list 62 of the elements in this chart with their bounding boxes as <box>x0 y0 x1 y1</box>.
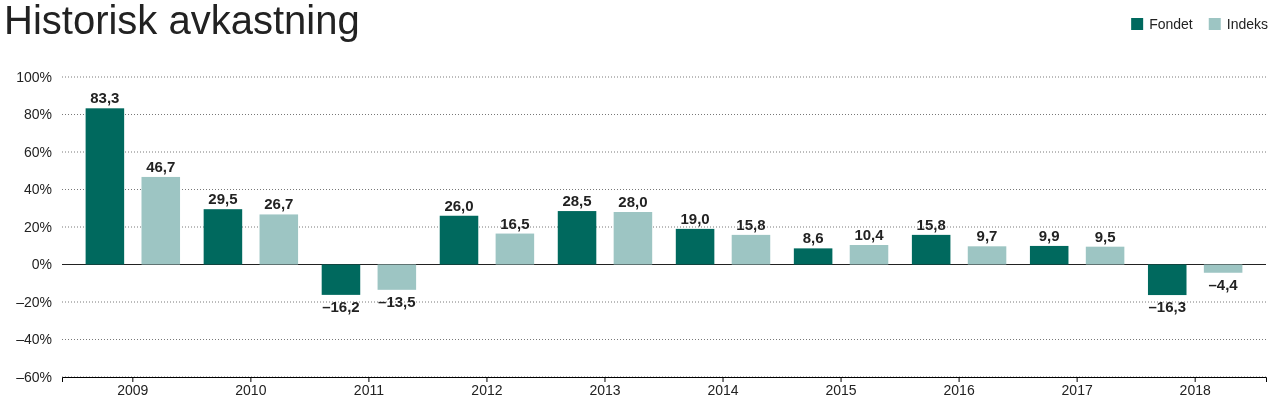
y-tick-label: –60% <box>16 368 52 385</box>
legend-label: Fondet <box>1149 16 1193 32</box>
bar <box>321 264 361 295</box>
bar <box>439 215 479 265</box>
bar <box>495 233 535 265</box>
x-tick-label: 2014 <box>707 381 739 398</box>
data-label: –13,5 <box>378 292 416 310</box>
y-tick-label: –40% <box>16 331 52 348</box>
data-label: 83,3 <box>90 89 120 107</box>
data-label: 28,5 <box>562 192 592 210</box>
data-label: –16,3 <box>1148 298 1187 316</box>
bar <box>967 246 1007 265</box>
chart-title: Historisk avkastning <box>4 0 360 42</box>
x-tick-label: 2010 <box>235 381 267 398</box>
data-label: 9,9 <box>1038 226 1060 244</box>
bar <box>793 248 833 265</box>
x-tick-label: 2015 <box>825 381 857 398</box>
x-tick-label: 2012 <box>471 381 503 398</box>
x-tick-label: 2013 <box>589 381 621 398</box>
data-label: 9,5 <box>1094 227 1116 245</box>
bar <box>613 212 653 265</box>
y-tick-label: 80% <box>23 106 52 123</box>
x-tick-label: 2018 <box>1179 381 1211 398</box>
y-tick-label: 0% <box>31 256 52 273</box>
legend-label: Indeks <box>1226 16 1268 32</box>
bar <box>911 234 951 265</box>
x-tick-label: 2009 <box>117 381 149 398</box>
bar <box>1085 246 1125 265</box>
data-label: 29,5 <box>208 190 238 208</box>
x-tick-label: 2017 <box>1061 381 1093 398</box>
y-tick-label: 100% <box>16 68 52 85</box>
data-label: 46,7 <box>146 157 176 175</box>
data-label: 26,0 <box>444 196 474 214</box>
y-tick-label: –20% <box>16 293 52 310</box>
bar <box>377 264 417 290</box>
data-label: 15,8 <box>736 215 766 233</box>
bar <box>259 214 299 265</box>
data-label: 15,8 <box>916 215 946 233</box>
data-label: 10,4 <box>854 226 885 243</box>
data-label: –16,2 <box>322 297 360 315</box>
bar <box>1147 264 1187 296</box>
bar <box>1029 245 1069 265</box>
data-label: 28,0 <box>618 193 648 210</box>
bar <box>675 228 715 265</box>
x-tick-label: 2016 <box>943 381 975 398</box>
data-label: 8,6 <box>802 229 824 247</box>
x-tick-label: 2011 <box>353 381 385 398</box>
bar <box>203 209 243 265</box>
bar <box>849 245 889 265</box>
data-label: 19,0 <box>680 209 710 227</box>
bar <box>557 211 597 265</box>
bar <box>1203 264 1243 273</box>
bar <box>731 234 771 265</box>
y-tick-label: 20% <box>23 218 52 235</box>
data-label: 9,7 <box>976 227 998 245</box>
data-label: –4,4 <box>1208 275 1239 293</box>
bar <box>85 108 125 265</box>
data-label: 16,5 <box>500 214 530 232</box>
y-tick-label: 60% <box>23 143 52 160</box>
bar <box>141 176 181 265</box>
y-tick-label: 40% <box>23 181 52 198</box>
data-label: 26,7 <box>264 195 294 213</box>
